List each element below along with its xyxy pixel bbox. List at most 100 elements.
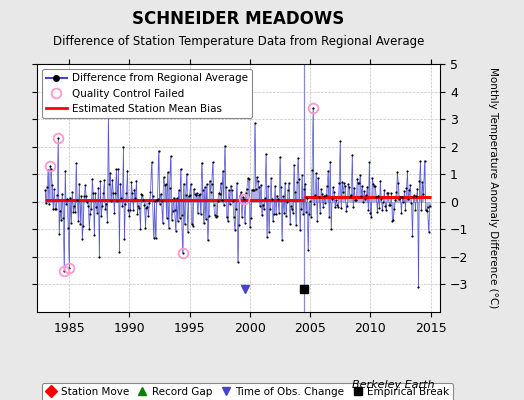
Point xyxy=(190,186,198,193)
Point xyxy=(392,188,400,195)
Point xyxy=(315,194,323,200)
Point xyxy=(337,205,345,212)
Point xyxy=(387,190,396,196)
Point xyxy=(300,186,308,193)
Point xyxy=(179,250,187,256)
Point xyxy=(172,195,181,202)
Point xyxy=(147,159,156,166)
Point xyxy=(149,234,158,241)
Point xyxy=(296,227,304,233)
Point xyxy=(205,178,214,184)
Point xyxy=(151,235,160,241)
Point xyxy=(368,174,377,181)
Point xyxy=(129,207,138,214)
Point xyxy=(258,212,266,218)
Point xyxy=(247,215,255,222)
Point xyxy=(162,215,171,221)
Point xyxy=(193,210,202,216)
Point xyxy=(46,163,54,169)
Point xyxy=(74,218,82,224)
Point xyxy=(311,192,319,198)
Point xyxy=(401,207,410,214)
Point xyxy=(261,195,269,202)
Point xyxy=(204,213,213,219)
Point xyxy=(225,187,233,194)
Point xyxy=(79,223,88,230)
Point xyxy=(417,206,425,213)
Point xyxy=(263,234,271,240)
Point xyxy=(165,224,173,231)
Point xyxy=(231,227,239,233)
Point xyxy=(90,232,99,238)
Point xyxy=(170,207,179,213)
Point xyxy=(324,167,332,174)
Point xyxy=(386,202,395,208)
Point xyxy=(385,202,394,208)
Point xyxy=(211,212,219,218)
Text: Berkeley Earth: Berkeley Earth xyxy=(353,380,435,390)
Point xyxy=(382,207,390,214)
Point xyxy=(303,195,311,201)
Point xyxy=(50,186,58,192)
Point xyxy=(260,206,268,213)
Point xyxy=(244,175,252,182)
Point xyxy=(346,194,354,200)
Point xyxy=(342,207,351,214)
Point xyxy=(94,184,103,191)
Point xyxy=(261,151,270,157)
Point xyxy=(106,170,115,176)
Point xyxy=(345,184,353,190)
Point xyxy=(148,193,157,200)
Point xyxy=(181,192,190,198)
Point xyxy=(171,228,180,234)
Point xyxy=(77,192,85,199)
Point xyxy=(395,196,403,203)
Point xyxy=(379,199,388,205)
Point xyxy=(372,194,380,200)
Point xyxy=(118,202,127,209)
Point xyxy=(91,190,100,197)
Point xyxy=(349,203,357,210)
Point xyxy=(331,204,340,210)
Point xyxy=(76,221,84,227)
Point xyxy=(157,197,166,204)
Point xyxy=(347,192,355,198)
Point xyxy=(241,219,249,226)
Point xyxy=(399,198,408,205)
Point xyxy=(369,180,377,187)
Point xyxy=(269,218,277,224)
Point xyxy=(42,199,50,206)
Point xyxy=(75,180,83,187)
Point xyxy=(367,214,376,220)
Point xyxy=(192,190,201,196)
Point xyxy=(97,213,105,220)
Point xyxy=(84,203,92,209)
Point xyxy=(99,190,107,196)
Point xyxy=(104,113,113,120)
Point xyxy=(140,201,149,208)
Point xyxy=(183,228,192,235)
Point xyxy=(238,194,247,200)
Point xyxy=(184,193,193,199)
Point xyxy=(249,186,258,193)
Point xyxy=(328,196,336,202)
Point xyxy=(412,193,421,200)
Point xyxy=(159,174,168,180)
Point xyxy=(396,194,405,200)
Point xyxy=(248,186,256,193)
Point xyxy=(98,203,106,209)
Point xyxy=(119,144,127,150)
Point xyxy=(139,196,148,203)
Point xyxy=(373,208,381,215)
Point xyxy=(67,220,75,226)
Point xyxy=(336,138,344,144)
Point xyxy=(156,191,165,197)
Point xyxy=(320,192,329,199)
Point xyxy=(115,249,124,255)
Point xyxy=(312,170,320,176)
Point xyxy=(203,237,212,244)
Point xyxy=(199,187,207,194)
Point xyxy=(289,210,297,216)
Point xyxy=(125,213,134,219)
Point xyxy=(238,214,246,220)
